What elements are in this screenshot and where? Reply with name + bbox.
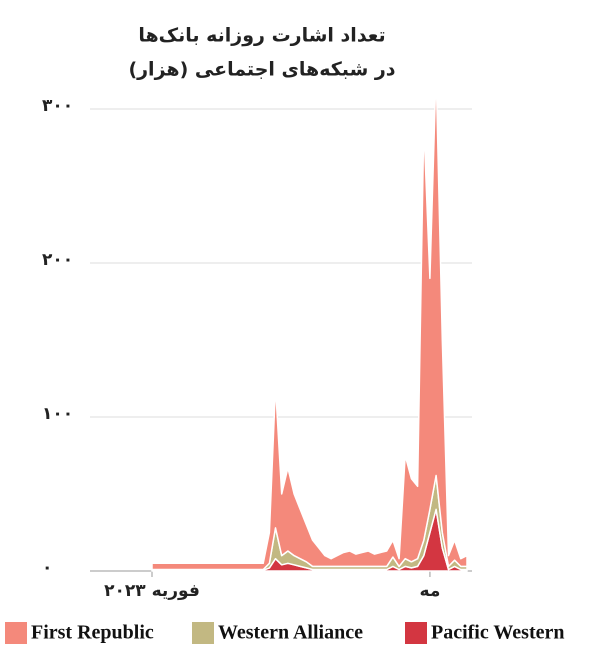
y-tick-label: ۲۰۰ [42,250,73,270]
y-tick-label: ۳۰۰ [42,96,73,116]
legend-swatch [405,622,427,644]
area [151,69,468,571]
legend-swatch [5,622,27,644]
legend-swatch [192,622,214,644]
y-tick-label: ۰ [42,558,52,578]
legend-label: Western Alliance [218,622,363,644]
x-tick-label: مه [420,581,441,601]
legend-label: Pacific Western [431,622,564,644]
chart-title: تعداد اشارت روزانه بانک‌ها [138,25,385,47]
y-tick-label: ۱۰۰ [42,404,73,424]
x-tick-label: فوریه ۲۰۲۳ [104,581,200,601]
legend-label: First Republic [31,622,154,644]
chart-subtitle: در شبکه‌های اجتماعی (هزار) [128,59,395,81]
